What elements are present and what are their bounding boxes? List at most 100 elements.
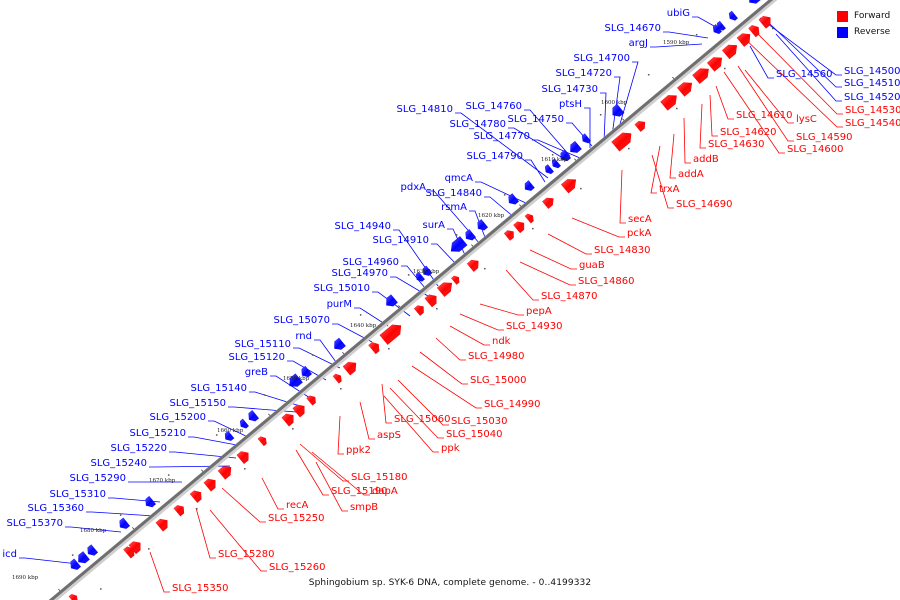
gene-arrow-shading-7 bbox=[560, 150, 571, 161]
gene-label-slg-15370: SLG_15370 bbox=[7, 518, 63, 529]
position-dot-1-1 bbox=[724, 67, 726, 70]
forward-leader-line-11 bbox=[651, 154, 674, 209]
gene-arrow-shading-10 bbox=[525, 180, 535, 191]
reverse-leader-line-41 bbox=[769, 23, 842, 88]
forward-leader-line-16 bbox=[519, 261, 576, 286]
forward-leader-line-25 bbox=[397, 379, 449, 426]
forward-leader-line-35 bbox=[221, 487, 266, 523]
legend-reverse: Reverse bbox=[837, 24, 890, 40]
gene-label-slg-14760: SLG_14760 bbox=[466, 101, 522, 112]
gene-arrow-shading-36 bbox=[69, 594, 78, 600]
reverse-leader-line-13 bbox=[475, 181, 531, 206]
reverse-leader-line-31 bbox=[208, 420, 251, 439]
gene-label-slg-14700: SLG_14700 bbox=[574, 53, 630, 64]
tick-label-8: 1670 kbp bbox=[149, 478, 176, 484]
gene-arrow-shading-8 bbox=[635, 121, 645, 132]
reverse-leader-line-40 bbox=[759, 17, 842, 76]
gene-label-slg-14770: SLG_14770 bbox=[474, 131, 530, 142]
gene-arrow-shading-17 bbox=[437, 282, 452, 297]
gene-arrow-shading-28 bbox=[70, 559, 81, 570]
gene-label-slg-14510: SLG_14510 bbox=[844, 78, 900, 89]
gene-label-lysc: lysC bbox=[796, 114, 817, 125]
reverse-leader-line-28 bbox=[270, 375, 311, 399]
tick-label-6: 1650 kbp bbox=[283, 376, 310, 382]
position-dot-11-0 bbox=[215, 434, 218, 436]
gene-label-slg-14780: SLG_14780 bbox=[450, 119, 506, 130]
gene-arrow-shading-0 bbox=[749, 0, 761, 4]
gene-arrow-shading-24 bbox=[145, 496, 156, 507]
gene-label-qmca: qmcA bbox=[445, 173, 474, 184]
gene-arrow-shading-15 bbox=[467, 260, 479, 272]
position-dot-7-0 bbox=[407, 274, 410, 276]
caption: Sphingobium sp. SYK-6 DNA, complete geno… bbox=[308, 578, 592, 588]
gene-label-addb: addB bbox=[693, 154, 719, 165]
gene-label-slg-15180: SLG_15180 bbox=[351, 472, 407, 483]
forward-leader-line-0 bbox=[751, 27, 843, 115]
forward-leader-line-3 bbox=[723, 71, 785, 154]
forward-leader-line-10 bbox=[650, 145, 661, 194]
forward-leader-line-24 bbox=[381, 383, 392, 424]
gene-arrow-shading-27 bbox=[258, 436, 267, 446]
gene-arrow-shading-20 bbox=[289, 373, 303, 387]
legend: Forward Reverse bbox=[837, 8, 890, 40]
forward-leader-line-36 bbox=[195, 507, 216, 559]
gene-arrow-shading-19 bbox=[301, 366, 312, 377]
gene-label-slg-14630: SLG_14630 bbox=[708, 139, 764, 150]
forward-leader-line-26 bbox=[389, 387, 444, 439]
gene-arrow-shading-18 bbox=[334, 338, 346, 350]
reverse-leader-line-8 bbox=[524, 109, 571, 157]
gene-label-dapa: dapA bbox=[372, 486, 398, 497]
gene-arrow-shading-10 bbox=[561, 179, 576, 193]
gene-arrow-shading-28 bbox=[237, 451, 249, 464]
gene-arrow-shading-13 bbox=[465, 229, 476, 241]
reverse-leader-line-30 bbox=[228, 406, 297, 413]
reverse-leader-line-33 bbox=[169, 451, 237, 459]
gene-arrow-shading-26 bbox=[87, 544, 98, 556]
reverse-leader-line-25 bbox=[314, 339, 337, 363]
gene-label-slg-15350: SLG_15350 bbox=[172, 583, 228, 594]
gene-label-slg-14690: SLG_14690 bbox=[676, 199, 732, 210]
genome-backbone bbox=[48, 0, 774, 600]
gene-arrow-shading-5 bbox=[582, 133, 591, 143]
reverse-leader-line-38 bbox=[65, 526, 122, 533]
gene-arrow-shading-1 bbox=[729, 11, 738, 21]
gene-arrow-shading-6 bbox=[677, 82, 692, 97]
gene-arrow-shading-5 bbox=[692, 68, 709, 84]
position-dot-13-0 bbox=[119, 514, 122, 516]
gene-label-ptsh: ptsH bbox=[559, 99, 582, 110]
gene-label-slg-15150: SLG_15150 bbox=[170, 398, 226, 409]
position-dot-8-0 bbox=[359, 314, 362, 316]
gene-label-rsma: rsmA bbox=[441, 202, 467, 213]
gene-label-slg-15310: SLG_15310 bbox=[50, 489, 106, 500]
forward-leader-line-33 bbox=[315, 461, 348, 512]
reverse-leader-line-5 bbox=[600, 92, 607, 143]
gene-label-asps: aspS bbox=[377, 430, 401, 441]
reverse-leader-line-24 bbox=[332, 323, 373, 343]
gene-label-slg-15030: SLG_15030 bbox=[451, 416, 507, 427]
gene-label-slg-15210: SLG_15210 bbox=[130, 428, 186, 439]
gene-arrow-shading-12 bbox=[477, 219, 488, 231]
position-dot-6-0 bbox=[455, 234, 458, 236]
gene-label-smpb: smpB bbox=[350, 502, 378, 513]
gene-label-icd: icd bbox=[2, 549, 17, 560]
gene-arrow-shading-14 bbox=[451, 236, 467, 252]
position-dot-10-0 bbox=[263, 394, 266, 396]
gene-arrow-shading-18 bbox=[425, 294, 437, 307]
gene-arrow-shading-25 bbox=[293, 404, 305, 417]
position-dot-12-1 bbox=[196, 508, 198, 510]
gene-label-slg-14790: SLG_14790 bbox=[467, 151, 523, 162]
gene-arrow-shading-2 bbox=[717, 21, 726, 31]
gene-arrow-shading-25 bbox=[119, 518, 130, 529]
gene-label-slg-15290: SLG_15290 bbox=[70, 473, 126, 484]
gene-label-slg-14750: SLG_14750 bbox=[508, 114, 564, 125]
forward-leader-line-15 bbox=[529, 249, 577, 270]
gene-arrow-shading-23 bbox=[333, 374, 342, 384]
gene-label-seca: secA bbox=[628, 214, 652, 225]
gene-label-slg-15260: SLG_15260 bbox=[269, 562, 325, 573]
gene-label-slg-14620: SLG_14620 bbox=[720, 127, 776, 138]
gene-label-argj: argJ bbox=[629, 38, 648, 49]
forward-leader-line-13 bbox=[571, 217, 625, 238]
gene-label-reca: recA bbox=[286, 500, 309, 511]
legend-forward: Forward bbox=[837, 8, 890, 24]
